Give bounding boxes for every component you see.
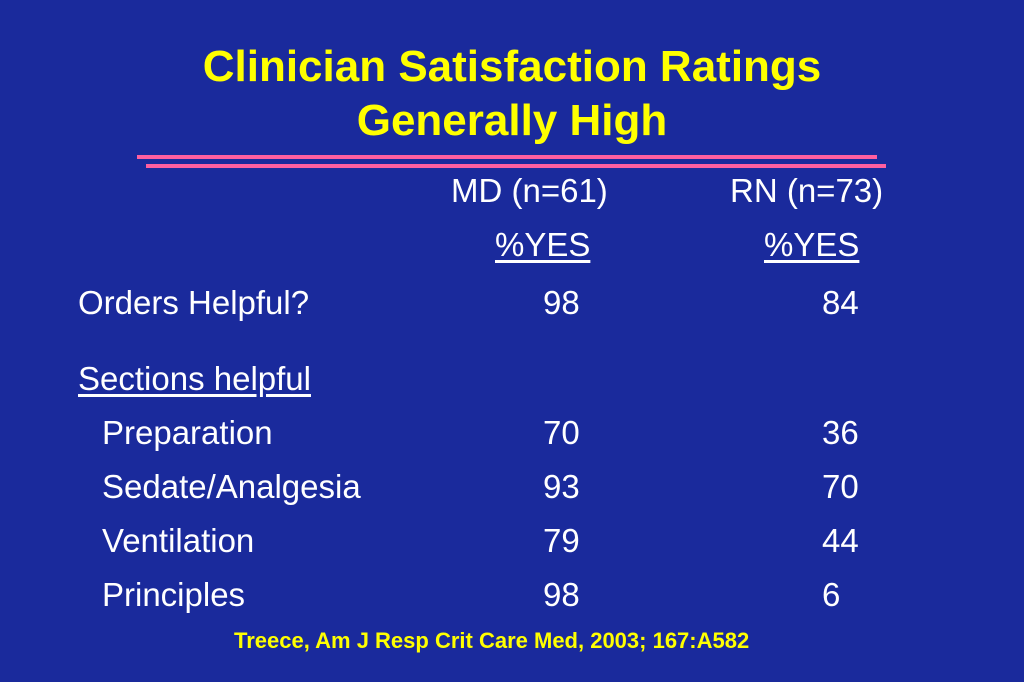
orders-helpful-rn-value: 84 <box>822 284 859 321</box>
table-row-rn-value: 44 <box>822 522 859 559</box>
table-row-md-value: 79 <box>543 522 580 559</box>
rn-column-subheader: %YES <box>764 226 860 263</box>
title-underline-rule <box>137 155 877 159</box>
table-row-label: Preparation <box>102 414 273 451</box>
sections-helpful-heading: Sections helpful <box>78 360 311 397</box>
table-row-md-value: 70 <box>543 414 580 451</box>
rn-column-header: RN (n=73) <box>730 172 884 209</box>
slide-title-line1: Clinician Satisfaction Ratings <box>202 42 822 91</box>
slide-title-line2: Generally High <box>356 96 668 145</box>
md-column-subheader: %YES <box>495 226 591 263</box>
table-row-rn-value: 6 <box>822 576 841 613</box>
title-underline-rule-shadow <box>146 164 886 168</box>
orders-helpful-md-value: 98 <box>543 284 580 321</box>
table-row-rn-value: 36 <box>822 414 859 451</box>
citation: Treece, Am J Resp Crit Care Med, 2003; 1… <box>234 628 750 653</box>
md-column-header: MD (n=61) <box>451 172 608 209</box>
table-row-label: Ventilation <box>102 522 255 559</box>
orders-helpful-label: Orders Helpful? <box>78 284 310 321</box>
table-row-rn-value: 70 <box>822 468 859 505</box>
table-row-label: Principles <box>102 576 246 613</box>
table-row-md-value: 93 <box>543 468 580 505</box>
table-row-md-value: 98 <box>543 576 580 613</box>
table-row-label: Sedate/Analgesia <box>102 468 361 505</box>
